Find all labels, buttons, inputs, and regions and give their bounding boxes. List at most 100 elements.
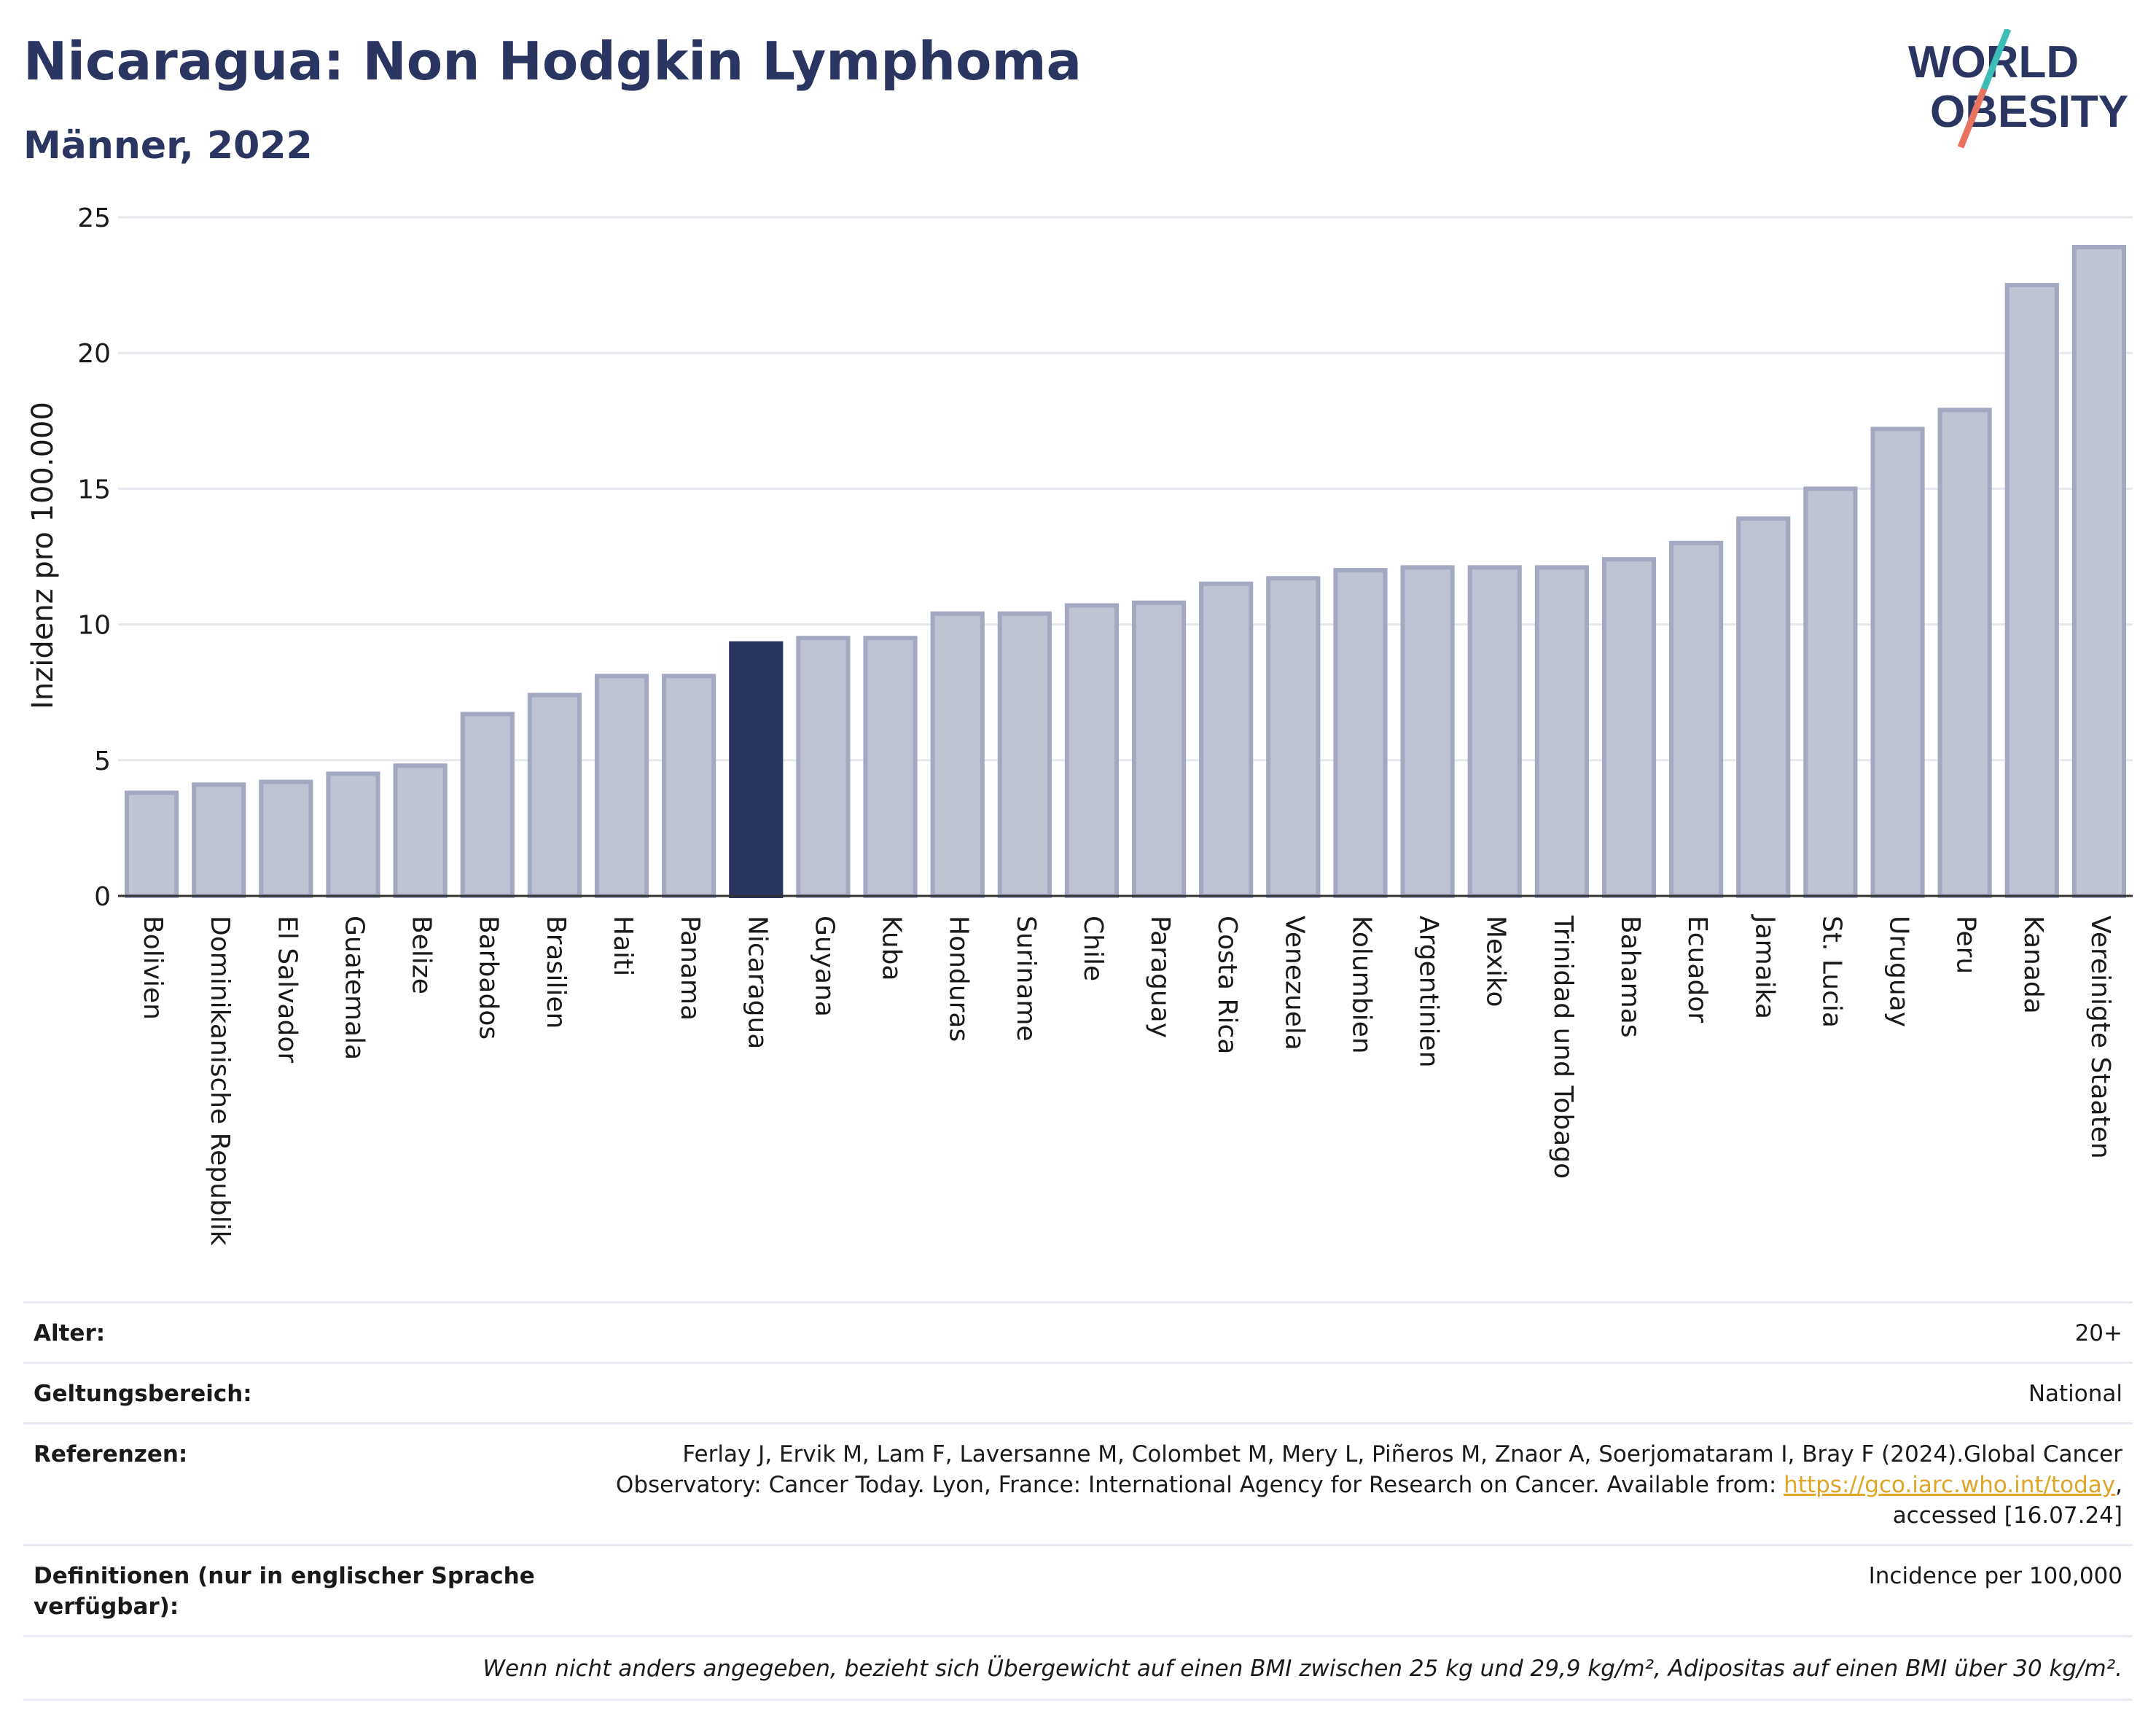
logo-text-obesity: OBESITY: [1930, 87, 2128, 137]
x-axis-labels: Bolivien Dominikanische Republik El Salvad…: [138, 914, 2115, 1246]
logo-slash-bottom: [1957, 87, 1988, 149]
x-tick-label: Chile: [1078, 916, 1108, 981]
x-tick-label: El Salvador: [272, 916, 302, 1063]
bar: [662, 674, 716, 899]
x-tick-label: Kolumbien: [1346, 916, 1376, 1054]
info-row-note: Wenn nicht anders angegeben, bezieht sic…: [23, 1635, 2133, 1701]
scope-value: National: [2028, 1381, 2122, 1407]
y-tick-label: 0: [94, 882, 111, 912]
bar: [460, 711, 515, 898]
x-tick-label: Kanada: [2018, 916, 2048, 1014]
x-tick-label: Ecuador: [1682, 916, 1712, 1023]
references-value: Ferlay J, Ervik M, Lam F, Laversanne M, …: [616, 1439, 2122, 1531]
chart-subtitle: Männer, 2022: [23, 124, 313, 168]
x-tick-label: Trinidad und Tobago: [1548, 915, 1578, 1179]
x-tick-label: Suriname: [1011, 916, 1041, 1042]
bar: [1803, 486, 1858, 898]
x-tick-label: St. Lucia: [1816, 916, 1846, 1028]
chart-title: Nicaragua: Non Hodgkin Lymphoma: [23, 31, 1082, 92]
x-tick-label: Vereinigte Staaten: [2085, 916, 2115, 1159]
bar: [192, 782, 246, 899]
y-tick-label: 25: [77, 203, 111, 233]
bar-chart: 0 5 10 15 20 25 Inzidenz pro 100.000 Bolivien…: [26, 203, 2133, 1246]
bar: [1669, 540, 1724, 898]
x-tick-label: Nicaragua: [742, 916, 772, 1049]
x-tick-label: Bolivien: [138, 916, 168, 1020]
y-tick-label: 5: [94, 746, 111, 776]
references-line-2: Observatory: Cancer Today. Lyon, France:…: [616, 1470, 2122, 1500]
x-tick-label: Mexiko: [1481, 916, 1511, 1007]
world-obesity-logo: WORLD OBESITY: [1908, 29, 2128, 149]
x-tick-label: Barbados: [474, 916, 504, 1040]
x-tick-label: Bahamas: [1615, 916, 1645, 1038]
references-line-3: accessed [16.07.24]: [1892, 1502, 2122, 1529]
info-row-references: Referenzen: Ferlay J, Ervik M, Lam F, La…: [23, 1422, 2133, 1546]
y-tick-label: 20: [77, 339, 111, 369]
y-axis-ticks: 0 5 10 15 20 25: [77, 203, 111, 912]
x-tick-label: Honduras: [944, 916, 974, 1042]
x-tick-label: Uruguay: [1884, 916, 1914, 1027]
x-tick-label: Brasilien: [541, 916, 571, 1029]
bar: [796, 636, 851, 898]
x-tick-label: Guyana: [809, 916, 839, 1017]
bar: [1400, 565, 1455, 898]
bar: [930, 611, 985, 898]
bar-highlighted: [729, 641, 784, 899]
bar: [1266, 576, 1321, 898]
bar: [1534, 565, 1589, 898]
bar: [1199, 581, 1254, 898]
x-tick-label: Haiti: [608, 916, 638, 976]
info-row-definitions: Definitionen (nur in englischer Sprache …: [23, 1544, 2133, 1637]
x-tick-label: Peru: [1951, 916, 1981, 974]
bars: [124, 244, 2127, 899]
definitions-label: Definitionen (nur in englischer Sprache …: [34, 1561, 535, 1622]
scope-label: Geltungsbereich:: [34, 1381, 252, 1407]
bar: [1064, 603, 1120, 898]
age-label: Alter:: [34, 1320, 106, 1346]
bar: [2071, 244, 2127, 898]
bar: [594, 674, 649, 899]
definitions-label-line-2: verfügbar):: [34, 1594, 179, 1620]
grid-lines: [118, 216, 2133, 762]
bar: [1870, 426, 1925, 898]
age-value: 20+: [2074, 1320, 2122, 1346]
bar: [1333, 568, 1388, 898]
x-tick-label: Costa Rica: [1212, 916, 1242, 1054]
bar: [863, 636, 918, 898]
x-tick-label: Paraguay: [1145, 916, 1175, 1038]
info-row-scope: Geltungsbereich: National: [23, 1362, 2133, 1424]
bar: [326, 771, 380, 899]
x-tick-label: Jamaika: [1749, 914, 1779, 1019]
references-line-2-end: ,: [2115, 1472, 2122, 1498]
bar: [1131, 600, 1187, 898]
bar: [1601, 557, 1657, 898]
y-tick-label: 15: [77, 475, 111, 504]
bar: [997, 611, 1052, 898]
references-link[interactable]: https://gco.iarc.who.int/today: [1784, 1472, 2116, 1498]
references-line-2-text: Observatory: Cancer Today. Lyon, France:…: [615, 1472, 1784, 1498]
x-tick-label: Belize: [407, 916, 437, 994]
bar: [1467, 565, 1522, 898]
bmi-note: Wenn nicht anders angegeben, bezieht sic…: [483, 1656, 2122, 1682]
y-tick-label: 10: [77, 611, 111, 641]
logo-slash-top: [1980, 29, 2012, 90]
bar: [527, 693, 582, 898]
bar: [259, 779, 313, 899]
x-tick-label: Dominikanische Republik: [205, 916, 235, 1246]
bar: [124, 790, 179, 899]
bar: [1937, 408, 1992, 898]
bar: [393, 763, 448, 899]
x-tick-label: Argentinien: [1414, 916, 1444, 1068]
x-tick-label: Kuba: [877, 916, 907, 981]
references-line-1: Ferlay J, Ervik M, Lam F, Laversanne M, …: [682, 1441, 2122, 1467]
references-label: Referenzen:: [34, 1441, 188, 1467]
definitions-label-line-1: Definitionen (nur in englischer Sprache: [34, 1563, 535, 1589]
bar: [2004, 283, 2059, 899]
bar: [1736, 516, 1791, 898]
x-tick-label: Guatemala: [339, 916, 369, 1060]
definitions-value: Incidence per 100,000: [1868, 1563, 2122, 1589]
info-row-age: Alter: 20+: [23, 1301, 2133, 1364]
x-tick-label: Panama: [675, 916, 705, 1021]
x-tick-label: Venezuela: [1279, 916, 1309, 1050]
y-axis-label: Inzidenz pro 100.000: [26, 402, 60, 709]
